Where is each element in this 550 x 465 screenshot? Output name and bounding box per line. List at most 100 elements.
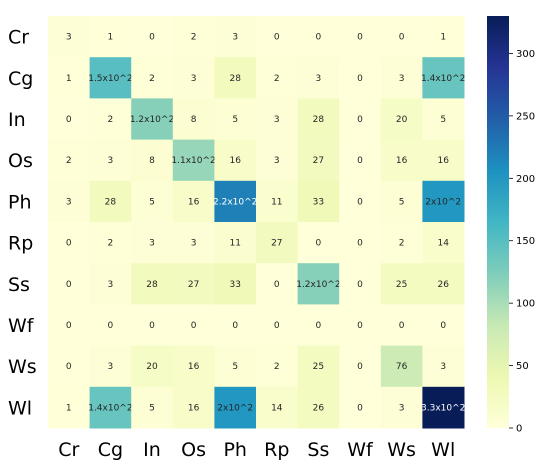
heatmap-cell-Ws-Wf bbox=[339, 345, 382, 388]
cell-value-label: 0 bbox=[357, 403, 363, 413]
heatmap-cell-In-In bbox=[131, 98, 174, 141]
cell-value-label: 3 bbox=[66, 33, 72, 43]
cell-value-label: 0 bbox=[357, 197, 363, 207]
cell-value-label: 0 bbox=[274, 280, 280, 290]
heatmap-cell-Wl-Ss bbox=[297, 386, 340, 429]
heatmap-cell-Ss-Rp bbox=[256, 263, 299, 305]
cell-value-label: 27 bbox=[313, 156, 324, 166]
heatmap-cell-Cr-Rp bbox=[256, 16, 299, 58]
cell-value-label: 0 bbox=[399, 321, 405, 331]
cell-value-label: 3 bbox=[274, 115, 280, 125]
cell-value-label: 5 bbox=[232, 362, 238, 372]
heatmap-cell-Cg-In bbox=[131, 57, 174, 99]
cell-value-label: 28 bbox=[105, 197, 117, 207]
cell-value-label: 3 bbox=[108, 362, 114, 372]
cell-value-label: 1 bbox=[108, 33, 114, 43]
heatmap-cell-Os-Wl bbox=[422, 139, 465, 182]
x-tick-labels: Cr Cg In Os Ph Rp Ss Wf Ws Wl bbox=[58, 439, 455, 461]
cell-value-label: 16 bbox=[188, 197, 200, 207]
cell-value-label: 0 bbox=[357, 362, 363, 372]
cell-value-label: 0 bbox=[149, 321, 155, 331]
cell-value-label: 1 bbox=[66, 74, 72, 84]
heatmap-cell-Ws-Rp bbox=[256, 345, 299, 388]
cell-value-label: 3.3x10^2 bbox=[421, 403, 465, 413]
heatmap-cell-Cg-Wl bbox=[422, 57, 465, 99]
heatmap-cell-Rp-Os bbox=[172, 222, 215, 264]
cell-value-label: 3 bbox=[191, 74, 197, 84]
cell-value-label: 1.4x10^2 bbox=[421, 74, 465, 84]
cell-value-label: 26 bbox=[437, 280, 449, 290]
cell-value-label: 16 bbox=[229, 156, 241, 166]
heatmap-cell-Cg-Cr bbox=[48, 57, 91, 99]
heatmap-cell-In-Ws bbox=[380, 98, 423, 141]
cell-value-label: 2 bbox=[191, 33, 197, 43]
heatmap-cells: 3 1 0 2 3 0 0 0 0 11 1.5x10^2 2 3 28 2 3 0 3 1.4x10^20 2 1.2… bbox=[48, 16, 465, 429]
cell-value-label: 2.2x10^2 bbox=[213, 197, 257, 207]
cell-value-label: 0 bbox=[66, 321, 72, 331]
cell-value-label: 8 bbox=[149, 156, 155, 166]
cell-value-label: 27 bbox=[188, 280, 199, 290]
heatmap-cell-In-Ss bbox=[297, 98, 340, 141]
heatmap-cell-Ss-Ph bbox=[214, 263, 257, 305]
heatmap-cell-Ws-Wl bbox=[422, 345, 465, 388]
x-tick-label: In bbox=[143, 439, 161, 461]
cell-value-label: 0 bbox=[108, 321, 114, 331]
heatmap-cell-Cr-Wl bbox=[422, 16, 465, 58]
heatmap-cell-Ss-Cg bbox=[89, 263, 132, 305]
cell-value-label: 26 bbox=[313, 403, 325, 413]
cell-value-label: 2x10^2 bbox=[217, 403, 253, 413]
cell-value-label: 3 bbox=[191, 239, 197, 249]
heatmap-cell-Cg-Wf bbox=[339, 57, 382, 99]
heatmap-cell-Ph-Rp bbox=[256, 180, 299, 223]
heatmap-cell-Wl-In bbox=[131, 386, 174, 429]
cell-value-label: 2 bbox=[66, 156, 72, 166]
cell-value-label: 3 bbox=[108, 280, 114, 290]
heatmap-cell-Wf-Cr bbox=[48, 304, 91, 347]
heatmap-cell-Rp-Ws bbox=[380, 222, 423, 264]
heatmap-cell-Wl-Cg bbox=[89, 386, 132, 429]
cell-value-label: 33 bbox=[229, 280, 240, 290]
cell-value-label: 0 bbox=[149, 33, 155, 43]
heatmap-cell-Ph-Ss bbox=[297, 180, 340, 223]
y-tick-label: Rp bbox=[8, 233, 33, 255]
colorbar bbox=[487, 16, 509, 428]
heatmap-cell-Os-Wf bbox=[339, 139, 382, 182]
heatmap-cell-Os-Ws bbox=[380, 139, 423, 182]
cell-value-label: 0 bbox=[357, 115, 363, 125]
heatmap-cell-Wf-Ws bbox=[380, 304, 423, 347]
cell-value-label: 11 bbox=[271, 197, 282, 207]
cell-value-label: 3 bbox=[232, 33, 238, 43]
heatmap-cell-Os-Rp bbox=[256, 139, 299, 182]
cell-value-label: 25 bbox=[313, 362, 324, 372]
y-tick-label: Ws bbox=[8, 356, 37, 378]
cell-value-label: 1 bbox=[66, 403, 72, 413]
colorbar-tick-label: 50 bbox=[516, 361, 529, 372]
heatmap-cell-Cr-Ws bbox=[380, 16, 423, 58]
cell-value-label: 5 bbox=[399, 197, 405, 207]
cell-value-label: 0 bbox=[232, 321, 238, 331]
cell-value-label: 0 bbox=[66, 115, 72, 125]
colorbar-tick-label: 150 bbox=[516, 236, 535, 247]
heatmap-cell-Ph-Os bbox=[172, 180, 215, 223]
heatmap-cell-Ph-Wf bbox=[339, 180, 382, 223]
cell-value-label: 2 bbox=[274, 74, 280, 84]
y-tick-label: In bbox=[8, 109, 26, 131]
heatmap-cell-Os-Ph bbox=[214, 139, 257, 182]
cell-value-label: 3 bbox=[274, 156, 280, 166]
cell-value-label: 3 bbox=[66, 197, 72, 207]
heatmap-cell-Ph-Cg bbox=[89, 180, 132, 223]
heatmap-cell-Wf-Wl bbox=[422, 304, 465, 347]
heatmap-cell-Wf-Ph bbox=[214, 304, 257, 347]
x-tick-label: Ss bbox=[307, 439, 329, 461]
cell-value-label: 16 bbox=[437, 156, 449, 166]
heatmap-cell-Ws-Ss bbox=[297, 345, 340, 388]
heatmap-cell-Os-Os bbox=[172, 139, 215, 182]
heatmap-cell-Os-In bbox=[131, 139, 174, 182]
cell-value-label: 5 bbox=[232, 115, 238, 125]
colorbar-tick-label: 0 bbox=[516, 424, 522, 435]
cell-value-label: 0 bbox=[66, 280, 72, 290]
y-tick-labels: Cr Cg In Os Ph Rp Ss Wf Ws Wl bbox=[8, 27, 37, 420]
heatmap-cell-Ss-Ws bbox=[380, 263, 423, 305]
x-tick-label: Cg bbox=[98, 439, 123, 461]
colorbar-tick-label: 250 bbox=[516, 111, 535, 122]
